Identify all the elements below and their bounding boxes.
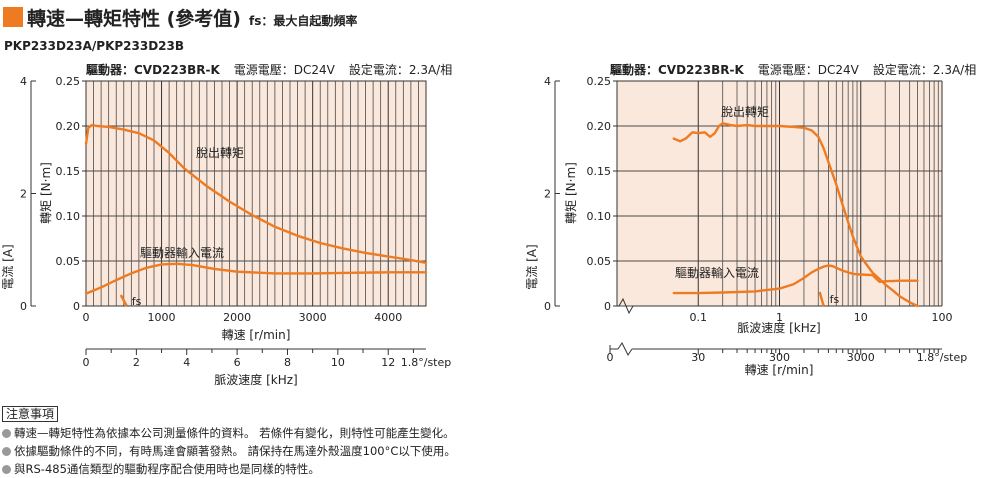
current-tick-label: 4: [544, 75, 551, 88]
current-setting-label: 設定電流：2.3A/相: [349, 62, 452, 77]
y-tick-label: 0.10: [587, 210, 612, 223]
y-tick-label: 0.15: [587, 165, 612, 178]
x2-axis-label: 轉速 [r/min]: [745, 363, 814, 377]
x2-tick-label: 300: [769, 351, 790, 364]
x2-tick-label: 0: [607, 351, 614, 364]
axis-break-icon: [618, 297, 645, 315]
current-axis-label: 電流 [A]: [1, 244, 15, 289]
fs-label: fs: [132, 295, 142, 308]
bullet-icon: [2, 464, 11, 474]
x2-tick-label: 0: [83, 356, 90, 369]
note-item: 轉速—轉矩特性為依據本公司測量條件的資料。 若條件有變化，則特性可能產生變化。: [2, 424, 456, 442]
y-tick-label: 0.25: [587, 75, 612, 88]
input-current-curve: [84, 262, 428, 295]
x2-tick-label: 8: [284, 356, 291, 369]
note-item: 依據驅動條件的不同，有時馬達會顯著發熱。 請保持在馬達外殼溫度100°C以下使用…: [2, 442, 456, 460]
note-text: 依據驅動條件的不同，有時馬達會顯著發熱。 請保持在馬達外殼溫度100°C以下使用…: [14, 444, 456, 458]
input-current-label: 驅動器輸入電流: [675, 265, 759, 280]
title-marker-icon: [3, 7, 23, 27]
current-setting-label: 設定電流：2.3A/相: [873, 62, 976, 77]
x-axis-label: 脈波速度 [kHz]: [737, 320, 820, 335]
current-tick-label: 2: [544, 188, 551, 201]
x2-tick-label: 2: [133, 356, 140, 369]
x2-tick-label: 30: [691, 351, 705, 364]
x-tick-label: 0.1: [690, 311, 708, 324]
y-tick-label: 0: [604, 300, 611, 313]
pullout-torque-curve: [672, 122, 919, 308]
fs-marker: [119, 294, 128, 307]
plot-frame: [85, 80, 427, 307]
title-main: 轉速—轉矩特性 (參考值): [27, 7, 241, 30]
y-axis-label: 轉矩 [N·m]: [564, 162, 578, 224]
y-axis-label: 轉矩 [N·m]: [39, 162, 53, 224]
y-tick-label: 0.15: [56, 165, 81, 178]
current-tick-label: 0: [544, 300, 551, 313]
y-tick-label: 0.05: [56, 255, 81, 268]
x-tick-label: 1: [776, 311, 783, 324]
note-text: 與RS-485通信類型的驅動程序配合使用時也是同樣的特性。: [14, 462, 320, 476]
y-tick-label: 0.20: [56, 120, 81, 133]
step-note: 1.8°/step: [401, 356, 452, 369]
y-tick-label: 0: [73, 300, 80, 313]
axis-break-icon: [617, 342, 633, 356]
current-axis-label: 電流 [A]: [525, 244, 539, 289]
step-note: 1.8°/step: [917, 351, 968, 364]
pullout-torque-curve: [84, 123, 428, 264]
y-tick-label: 0.10: [56, 210, 81, 223]
x2-axis-label: 脈波速度 [kHz]: [214, 372, 297, 387]
current-tick-label: 2: [20, 188, 27, 201]
y-tick-label: 0.05: [587, 255, 612, 268]
notes-heading: 注意事項: [2, 406, 59, 422]
x-axis-label: 轉速 [r/min]: [222, 328, 291, 342]
page-title: 轉速—轉矩特性 (參考值) fs：最大自起動頻率: [3, 2, 357, 32]
input-current-curve: [672, 264, 919, 295]
driver-label: 驅動器：CVD223BR-K: [610, 62, 744, 77]
model-name: PKP233D23A/PKP233D23B: [4, 39, 185, 53]
driver-label: 驅動器：CVD223BR-K: [86, 62, 220, 77]
x-tick-label: 1000: [148, 311, 176, 324]
x2-tick-label: 6: [234, 356, 241, 369]
x2-tick-label: 12: [381, 356, 395, 369]
current-tick-label: 4: [20, 75, 27, 88]
input-current-label: 驅動器輸入電流: [140, 245, 224, 260]
y-tick-label: 0.25: [56, 75, 81, 88]
x2-tick-label: 3000: [847, 351, 875, 364]
x-tick-label: 100: [932, 311, 953, 324]
title-subtitle: fs：最大自起動頻率: [248, 13, 358, 28]
x2-tick-label: 10: [331, 356, 345, 369]
notes-section: 注意事項 轉速—轉矩特性為依據本公司測量條件的資料。 若條件有變化，則特性可能產…: [2, 405, 456, 478]
pullout-torque-label: 脫出轉矩: [196, 145, 244, 160]
current-tick-label: 0: [20, 300, 27, 313]
x-tick-label: 0: [83, 311, 90, 324]
x2-tick-label: 4: [183, 356, 190, 369]
note-text: 轉速—轉矩特性為依據本公司測量條件的資料。 若條件有變化，則特性可能產生變化。: [14, 426, 455, 440]
note-item: 與RS-485通信類型的驅動程序配合使用時也是同樣的特性。: [2, 460, 456, 478]
fs-marker: [818, 291, 825, 307]
x-tick-label: 2000: [223, 311, 251, 324]
voltage-label: 電源電壓：DC24V: [234, 63, 336, 77]
pullout-torque-label: 脫出轉矩: [721, 104, 769, 119]
x-tick-label: 4000: [374, 311, 402, 324]
y-tick-label: 0.20: [587, 120, 612, 133]
bullet-icon: [2, 446, 11, 456]
bullet-icon: [2, 428, 11, 438]
x-tick-label: 3000: [299, 311, 327, 324]
charts-svg: 驅動器：CVD223BR-K 電源電壓：DC24V 設定電流：2.3A/相 0 0.05…: [1, 62, 976, 387]
fs-label: fs: [830, 293, 840, 306]
voltage-label: 電源電壓：DC24V: [758, 63, 860, 77]
x-tick-label: 10: [854, 311, 868, 324]
